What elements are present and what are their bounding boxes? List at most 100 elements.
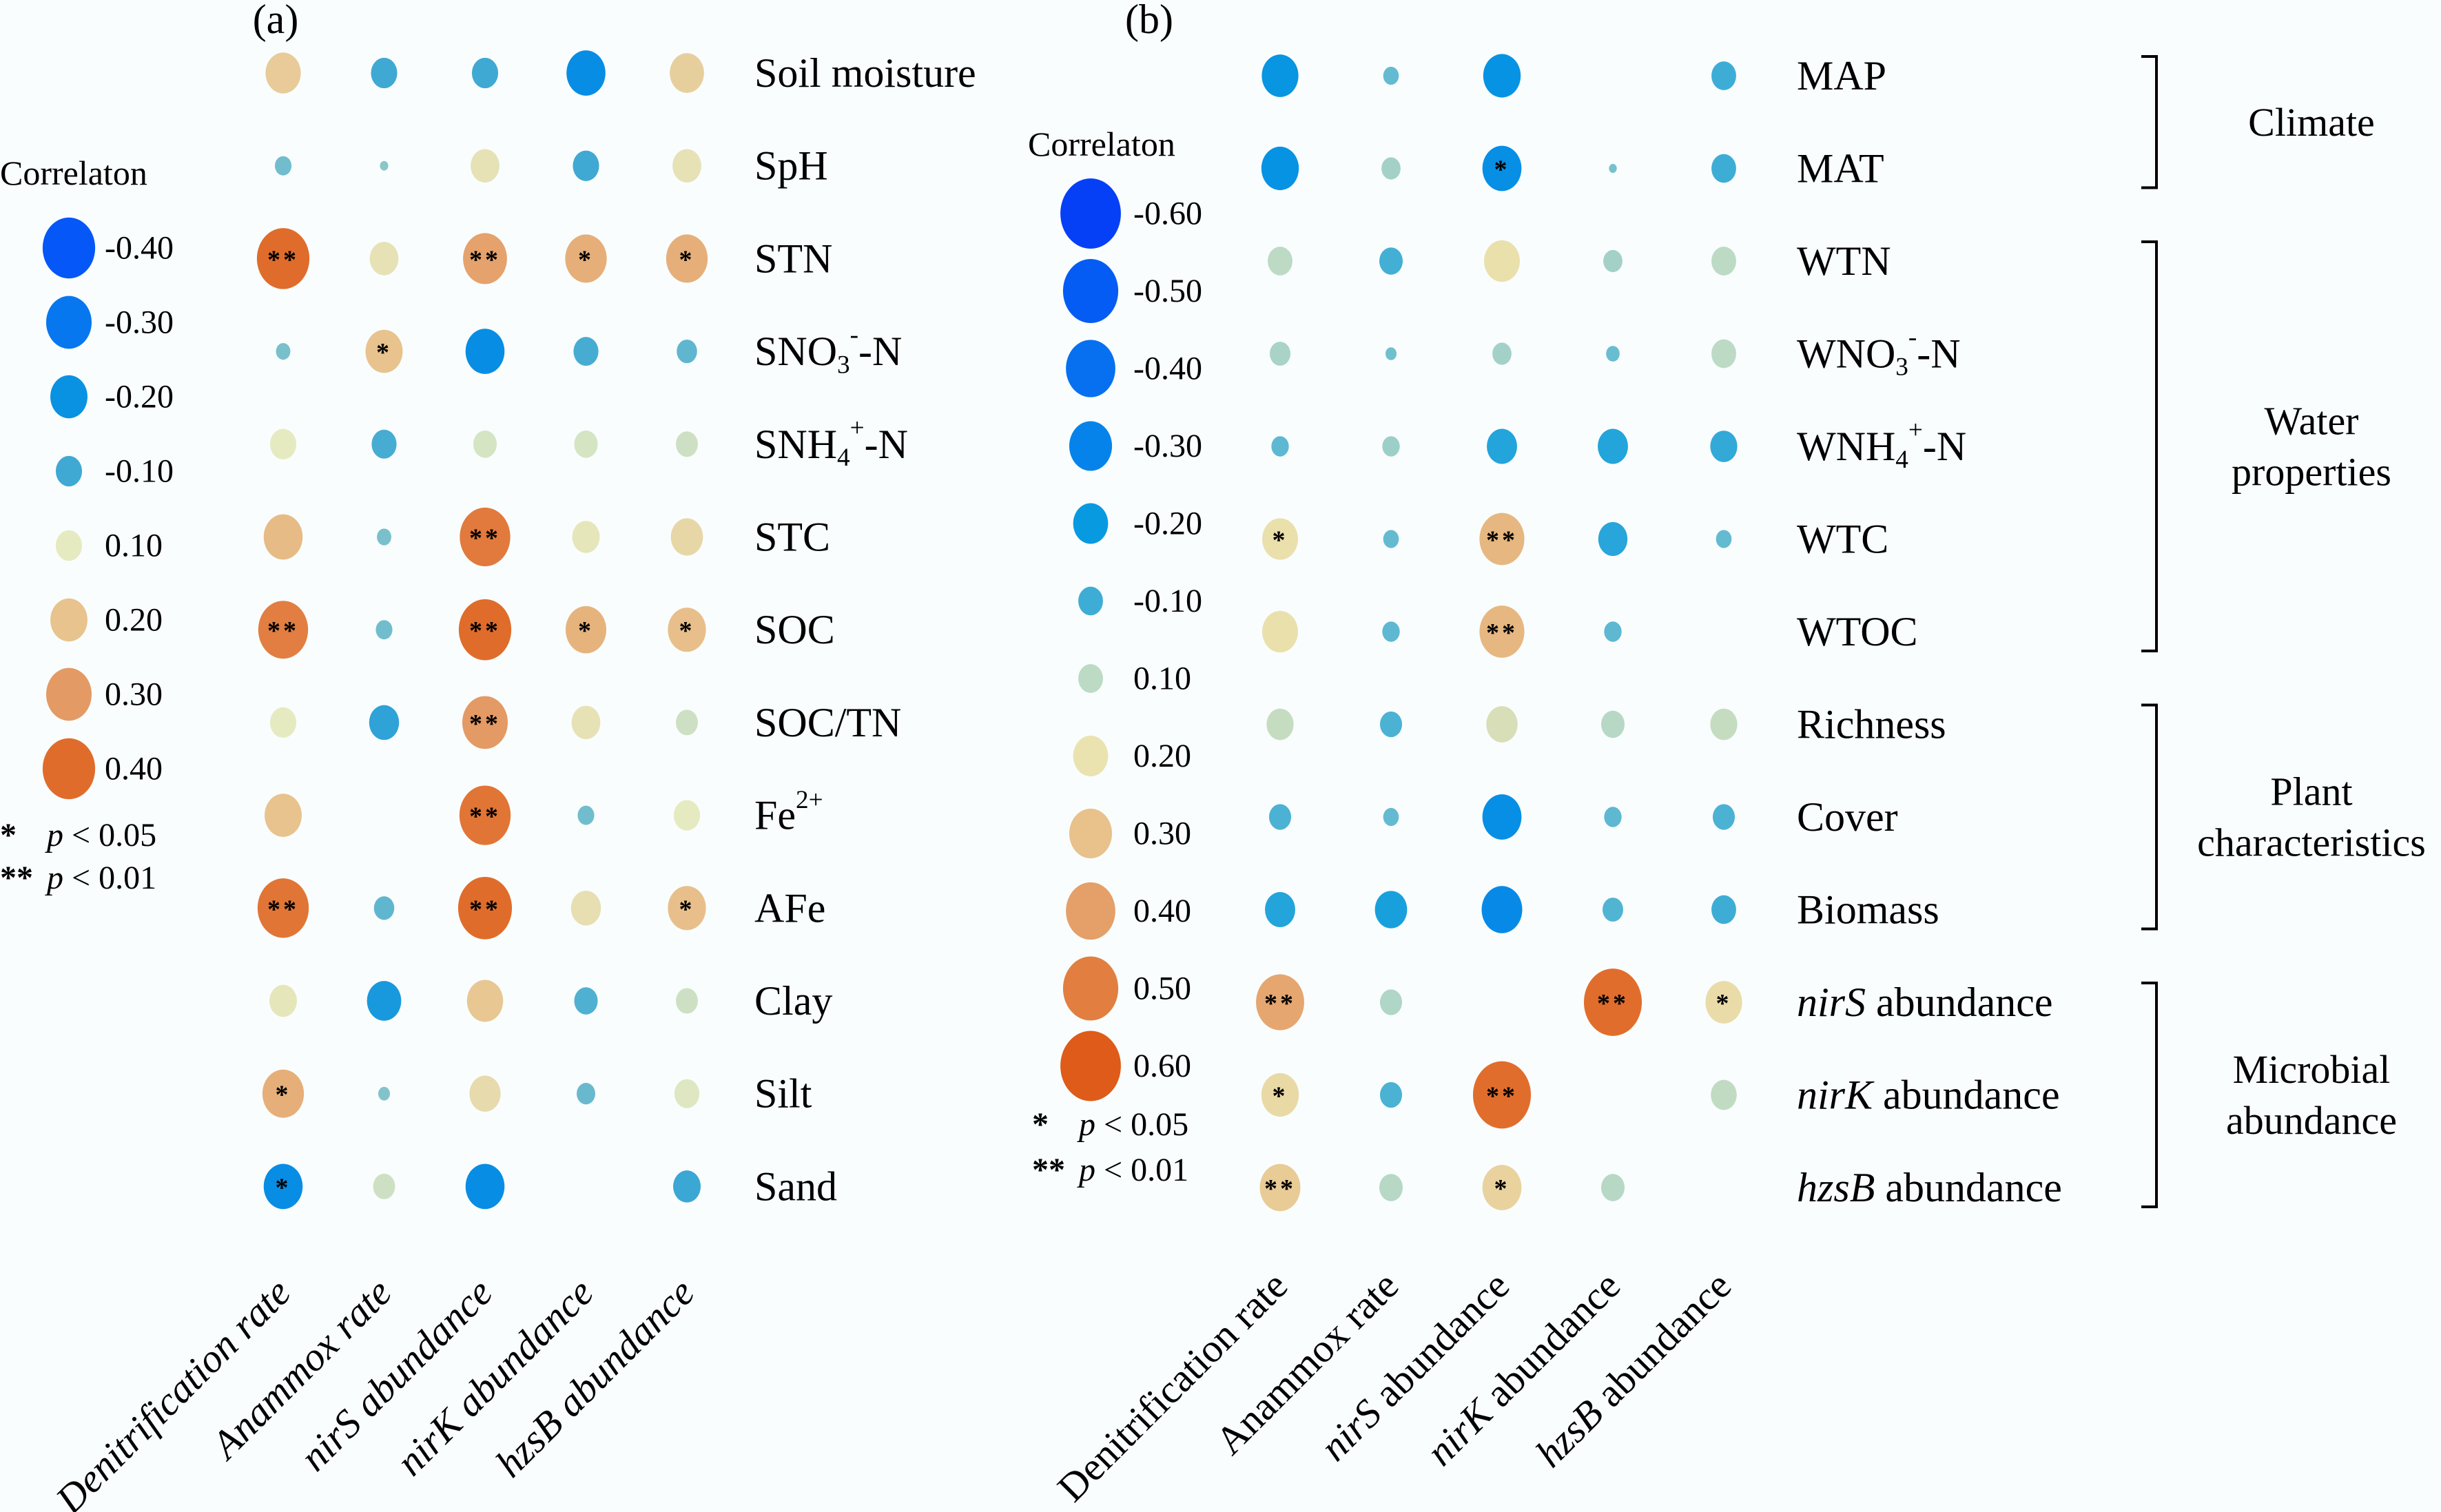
significance-mark: **	[1264, 1174, 1296, 1203]
significance-legend-threshold: < 0.05	[1095, 1106, 1188, 1143]
significance-mark: **	[267, 617, 299, 645]
correlation-bubble	[1472, 1061, 1532, 1129]
legend-label: 0.10	[1133, 661, 1191, 697]
correlation-bubble	[1711, 61, 1736, 90]
row-label-base: Silt	[754, 1071, 812, 1117]
correlation-bubble	[1711, 339, 1736, 369]
correlation-bubble	[677, 339, 697, 364]
matrix-row: SpH	[274, 143, 828, 189]
correlation-bubble	[1711, 247, 1736, 276]
matrix-row: WNO3--N	[1270, 323, 1961, 381]
legend-label: 0.30	[105, 676, 163, 713]
correlation-bubble	[670, 518, 703, 556]
significance-legend: ** p < 0.01	[0, 860, 156, 896]
significance-mark: **	[267, 895, 299, 924]
row-label-italic: hzsB	[1797, 1165, 1875, 1210]
significance-mark: **	[469, 802, 501, 831]
matrix-row: ** STC	[263, 507, 830, 567]
correlation-bubble	[1382, 436, 1400, 457]
correlation-bubble	[1603, 898, 1623, 922]
legend-bubble	[1066, 340, 1115, 397]
significance-legend-mark: **	[1032, 1152, 1065, 1188]
correlation-bubble	[274, 156, 292, 176]
legend-label: -0.10	[105, 453, 174, 490]
row-label-sub: 4	[1895, 446, 1908, 474]
correlation-bubble	[1604, 807, 1622, 827]
row-label-rest: abundance	[1875, 1165, 2062, 1210]
row-label-base: Clay	[754, 978, 832, 1024]
matrix-row: Soil moisture	[265, 50, 976, 96]
correlation-bubble	[269, 707, 297, 738]
column-label: nirK abundance	[1417, 1263, 1629, 1474]
correlation-bubble	[573, 150, 599, 181]
row-label-base: SNO	[754, 329, 837, 374]
correlation-bubble	[1711, 1079, 1737, 1110]
matrix-row: MAP	[1261, 53, 1886, 99]
correlation-bubble	[1482, 794, 1522, 840]
correlation-bubble	[257, 878, 309, 938]
row-label: Sand	[754, 1163, 837, 1209]
row-label-base: STC	[754, 515, 830, 560]
correlation-bubble	[1261, 146, 1299, 191]
legend-bubble	[45, 296, 92, 349]
row-label: SOC	[754, 607, 835, 652]
legend-bubble	[1078, 586, 1103, 616]
row-label: nirK abundance	[1797, 1073, 2060, 1118]
row-label: MAP	[1797, 53, 1886, 99]
legend-bubble	[1062, 258, 1119, 324]
correlation-bubble	[1598, 521, 1628, 557]
correlation-bubble	[269, 984, 297, 1017]
legend-bubble	[1066, 882, 1115, 940]
correlation-bubble	[458, 599, 512, 661]
correlation-bubble	[1710, 708, 1738, 741]
group-label: Plant	[2270, 769, 2352, 814]
row-label-base: MAT	[1797, 146, 1884, 191]
correlation-bubble	[1382, 621, 1400, 642]
correlation-bubble	[565, 234, 607, 283]
correlation-bubble	[471, 149, 499, 183]
significance-mark: **	[1486, 1082, 1518, 1111]
correlation-bubble	[673, 1170, 701, 1203]
significance-mark: *	[578, 245, 594, 274]
matrix-row: WNH4+-N	[1271, 416, 1966, 474]
legend-bubble	[1078, 664, 1103, 693]
row-label-sup: 2+	[796, 785, 823, 814]
significance-legend-threshold: < 0.05	[63, 817, 156, 853]
matrix-row: * SNO3--N	[276, 321, 902, 379]
correlation-bubble	[365, 329, 403, 373]
row-label-suffix: -N	[1923, 424, 1966, 469]
correlation-bubble	[1261, 1073, 1299, 1117]
correlation-bubble	[1598, 428, 1628, 464]
correlation-bubble	[1261, 54, 1299, 97]
correlation-bubble	[1481, 886, 1523, 933]
correlation-bubble	[1379, 989, 1403, 1015]
correlation-bubble	[672, 149, 701, 183]
row-label: SNH4+-N	[754, 413, 908, 471]
row-label: Silt	[754, 1071, 812, 1117]
row-label: WNO3--N	[1797, 323, 1961, 381]
significance-mark: **	[1486, 526, 1518, 555]
matrix-row: * ** WTC	[1262, 512, 1888, 566]
legend-bubble	[42, 217, 96, 279]
correlation-bubble	[276, 342, 291, 360]
column-label: nirS abundance	[1311, 1263, 1518, 1469]
correlation-bubble	[1383, 807, 1399, 827]
correlation-bubble	[673, 800, 701, 831]
correlation-bubble	[1712, 804, 1736, 830]
correlation-bubble	[1484, 240, 1520, 282]
correlation-bubble	[1383, 66, 1399, 85]
correlation-bubble	[1482, 145, 1522, 191]
matrix-row: ** * hzsB abundance	[1259, 1163, 2062, 1212]
bracket-line	[2141, 240, 2158, 652]
row-label-rest: abundance	[1866, 980, 2053, 1025]
bracket-line	[2141, 703, 2158, 931]
correlation-bubble	[380, 160, 389, 171]
significance-mark: **	[469, 895, 501, 924]
significance-legend: ** p < 0.01	[1032, 1152, 1188, 1188]
legend-label: -0.40	[105, 230, 174, 267]
matrix-row: ** ** * AFe	[257, 876, 825, 940]
correlation-bubble	[265, 52, 301, 94]
row-label: Cover	[1797, 794, 1898, 840]
group-label: Water	[2264, 399, 2358, 444]
